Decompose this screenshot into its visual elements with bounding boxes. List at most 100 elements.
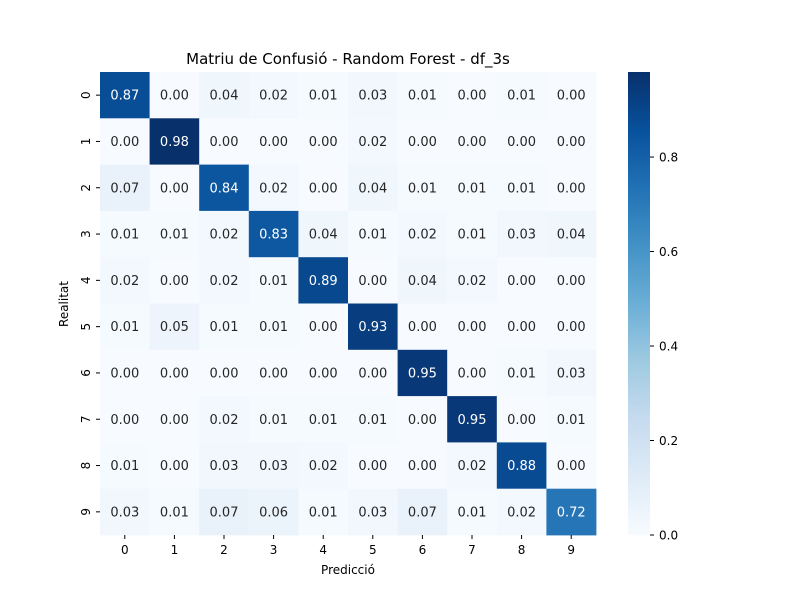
heatmap-cell — [100, 210, 150, 258]
y-tick-label: 7 — [79, 415, 93, 423]
cell-value-label: 0.00 — [408, 459, 437, 474]
heatmap-cell — [298, 488, 349, 536]
y-axis: 0 1 2 3 4 5 6 7 8 9 — [79, 91, 100, 516]
cell-value-label: 0.00 — [458, 89, 487, 104]
heatmap-cell — [496, 118, 547, 165]
x-tick-label: 1 — [171, 543, 179, 557]
cell-value-label: 0.07 — [110, 181, 139, 196]
heatmap-cell — [100, 349, 150, 397]
cell-value-label: 0.03 — [358, 89, 387, 104]
heatmap-cell — [199, 72, 250, 119]
cell-value-label: 0.04 — [408, 274, 437, 289]
cell-value-label: 0.00 — [557, 274, 586, 289]
colorbar-tick-label: 0.8 — [659, 151, 678, 165]
heatmap-cell — [546, 303, 597, 351]
heatmap-cell — [100, 257, 150, 304]
heatmap-cell — [298, 210, 349, 258]
cell-value-label: 0.01 — [110, 228, 139, 243]
heatmap-cell — [496, 303, 547, 351]
heatmap-cell — [298, 442, 349, 490]
heatmap-cell — [199, 210, 250, 258]
heatmap-cell — [100, 72, 150, 119]
cell-value-label: 0.00 — [160, 459, 189, 474]
cell-value-label: 0.03 — [358, 505, 387, 520]
heatmap-cell — [348, 210, 398, 258]
heatmap-cell — [199, 442, 250, 490]
cell-value-label: 0.00 — [210, 135, 239, 150]
cell-value-label: 0.01 — [507, 181, 536, 196]
heatmap-cell — [348, 303, 398, 351]
cell-value-label: 0.02 — [458, 459, 487, 474]
y-tick-label: 3 — [79, 230, 93, 238]
heatmap-cell — [348, 349, 398, 397]
colorbar: 0.0 0.2 0.4 0.6 0.8 — [628, 72, 678, 543]
cell-value-label: 0.01 — [408, 89, 437, 104]
heatmap-cell — [348, 396, 398, 443]
cell-value-label: 0.00 — [557, 135, 586, 150]
cell-value-label: 0.01 — [507, 89, 536, 104]
heatmap-cell — [397, 349, 448, 397]
cell-value-label: 0.00 — [259, 135, 288, 150]
heatmap-cell — [100, 488, 150, 536]
cell-value-label: 0.01 — [507, 366, 536, 381]
heatmap-cell — [298, 396, 349, 443]
cell-value-label: 0.98 — [160, 135, 189, 150]
heatmap-cell — [397, 164, 448, 212]
cell-value-label: 0.01 — [458, 505, 487, 520]
cell-value-label: 0.84 — [210, 181, 239, 196]
heatmap-cell — [149, 488, 200, 536]
cell-value-label: 0.00 — [160, 181, 189, 196]
cell-value-label: 0.02 — [259, 181, 288, 196]
cell-value-label: 0.01 — [110, 320, 139, 335]
heatmap-cell — [397, 303, 448, 351]
cell-value-label: 0.72 — [557, 505, 586, 520]
heatmap-cell — [348, 118, 398, 165]
cell-value-label: 0.03 — [259, 459, 288, 474]
cell-value-label: 0.00 — [358, 274, 387, 289]
heatmap-cell — [248, 488, 299, 536]
x-tick-label: 0 — [121, 543, 129, 557]
cell-value-label: 0.00 — [358, 366, 387, 381]
colorbar-tick-label: 0.4 — [659, 340, 678, 354]
cell-value-label: 0.02 — [408, 228, 437, 243]
cell-value-label: 0.02 — [309, 459, 338, 474]
heatmap-cell — [397, 257, 448, 304]
colorbar-tick-label: 0.2 — [659, 434, 678, 448]
y-tick-label: 4 — [79, 277, 93, 285]
cell-value-label: 0.00 — [408, 413, 437, 428]
heatmap-cell — [149, 303, 200, 351]
heatmap-cell — [397, 442, 448, 490]
cell-value-label: 0.01 — [160, 228, 189, 243]
heatmap-cell — [298, 72, 349, 119]
heatmap-cell — [149, 396, 200, 443]
heatmap-cell — [199, 396, 250, 443]
cell-value-label: 0.02 — [210, 274, 239, 289]
heatmap-cell — [447, 164, 498, 212]
heatmap-cell — [100, 303, 150, 351]
heatmap-cell — [149, 164, 200, 212]
cell-value-label: 0.00 — [507, 413, 536, 428]
heatmap-cell — [447, 118, 498, 165]
heatmap-cell — [199, 118, 250, 165]
heatmap-cell — [248, 303, 299, 351]
heatmap-cell — [149, 210, 200, 258]
cell-value-label: 0.00 — [160, 274, 189, 289]
cell-value-label: 0.03 — [210, 459, 239, 474]
x-tick-label: 6 — [419, 543, 427, 557]
cell-value-label: 0.00 — [160, 89, 189, 104]
cell-value-label: 0.02 — [259, 89, 288, 104]
cell-value-label: 0.83 — [259, 228, 288, 243]
cell-value-label: 0.01 — [458, 181, 487, 196]
heatmap-cell — [248, 396, 299, 443]
heatmap-cell — [546, 349, 597, 397]
cell-value-label: 0.01 — [358, 228, 387, 243]
cell-value-label: 0.01 — [557, 413, 586, 428]
heatmap-cell — [248, 442, 299, 490]
cell-value-label: 0.07 — [210, 505, 239, 520]
heatmap-cell — [496, 349, 547, 397]
heatmap-cell — [447, 349, 498, 397]
heatmap-cell — [397, 396, 448, 443]
cell-value-label: 0.00 — [160, 366, 189, 381]
cell-value-label: 0.00 — [309, 181, 338, 196]
cell-value-label: 0.89 — [309, 274, 338, 289]
